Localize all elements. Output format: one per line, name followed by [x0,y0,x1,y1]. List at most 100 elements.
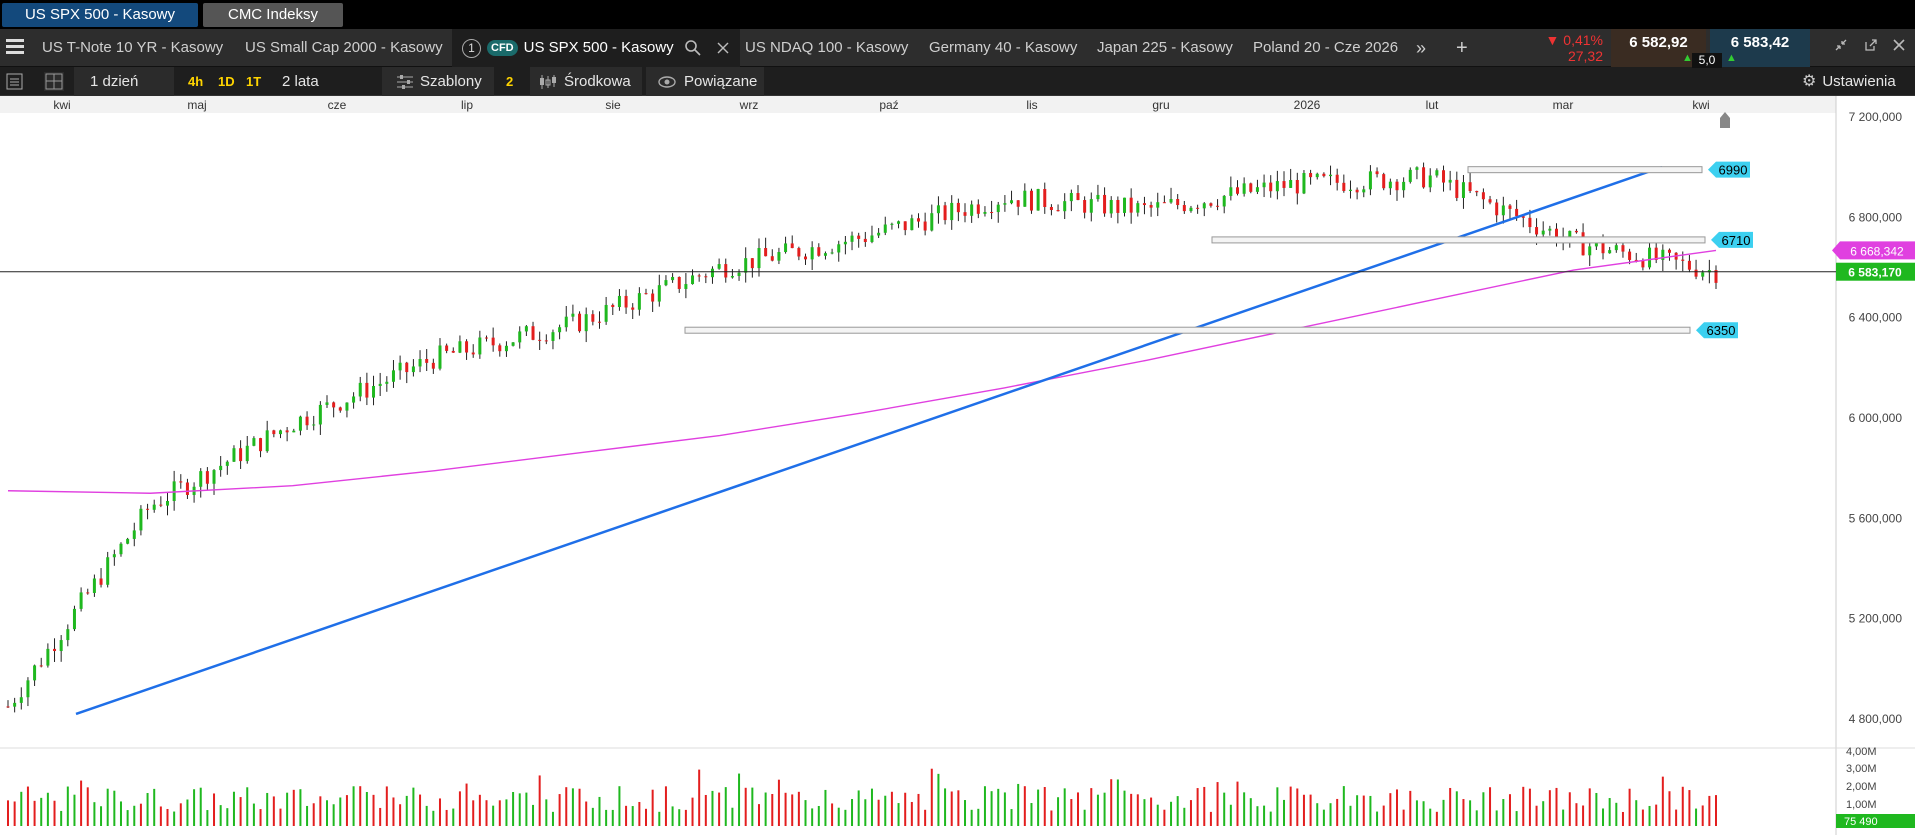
candle-body [950,202,954,221]
list-icon[interactable] [6,73,23,90]
quick-interval-4h[interactable]: 4h [188,74,204,89]
menu-icon[interactable] [6,39,24,57]
candle-body [990,211,994,213]
instrument-tab-smallcap[interactable]: US Small Cap 2000 - Kasowy [245,39,443,56]
volume-bar [1329,803,1332,826]
instrument-tab-germany[interactable]: Germany 40 - Kasowy [929,39,1078,56]
moving-average-line [7,249,1717,494]
candle-body [1295,179,1299,194]
instrument-tab-bar: US T-Note 10 YR - Kasowy US Small Cap 20… [0,29,1915,67]
y-tick-label: 6 400,000 [1849,311,1903,325]
candle-body [1255,187,1259,192]
candle-body [378,383,382,386]
candle-body [491,337,495,346]
instrument-tab-ndaq[interactable]: US NDAQ 100 - Kasowy [745,39,909,56]
instrument-tab-poland[interactable]: Poland 20 - Cze 2026 [1253,39,1399,56]
volume-bar [1376,811,1379,826]
candle-body [730,276,734,278]
volume-bar [538,775,541,826]
candle-body [465,341,469,353]
candle-body [39,665,43,667]
volume-bar [1508,794,1511,826]
candle-body [1076,193,1080,201]
volume-bar [804,800,807,826]
volume-bar [239,797,242,826]
volume-bar [379,807,382,826]
y-tick-label: 5 200,000 [1849,612,1903,626]
related-button[interactable]: Powiązane [646,67,764,96]
templates-button[interactable]: Szablony [382,67,494,96]
indicator-button[interactable]: Środkowa [530,67,642,96]
more-tabs-icon[interactable]: » [1416,38,1427,58]
instrument-tab-tnote[interactable]: US T-Note 10 YR - Kasowy [42,39,224,56]
volume-bar [791,794,794,826]
level-zone [684,326,1691,334]
candle-body [1468,182,1472,191]
volume-bar [1602,808,1605,826]
candle-body [843,241,847,245]
volume-bar [179,803,182,826]
quick-interval-1d[interactable]: 1D [218,74,235,89]
candle-body [132,530,136,539]
candle-body [704,276,708,278]
candle-body [1568,230,1572,239]
price-chart[interactable]: kwi maj cze lip sie wrz paź lis gru 2026 lut mar kwi… [0,96,1915,835]
candle-body [92,578,96,593]
candle-body [1348,189,1352,191]
x-tick-label: paź [879,98,898,112]
close-icon[interactable] [716,41,730,55]
add-tab-icon[interactable]: + [1456,37,1468,59]
candle-body [358,382,362,397]
volume-bar [40,797,43,826]
candle-body [265,430,269,452]
candle-body [1116,199,1120,213]
volume-bar [1469,800,1472,826]
candle-body [219,465,223,471]
tab-number: 1 [462,38,481,58]
candle-body [504,345,508,352]
popout-icon[interactable] [1864,38,1878,52]
range-dropdown[interactable]: 2 lata [282,73,319,90]
volume-bar [990,791,993,826]
layout-icon[interactable] [44,72,64,91]
workspace-tab-cmc-indices[interactable]: CMC Indeksy [203,3,343,27]
volume-bar [1655,804,1658,826]
candle-body [1415,167,1419,170]
workspace-tab-bar: US SPX 500 - Kasowy CMC Indeksy [0,0,1915,29]
volume-bar [1409,790,1412,826]
volume-bar [1681,786,1684,826]
settings-button[interactable]: ⚙ Ustawienia [1802,67,1896,96]
quick-interval-1t[interactable]: 1T [246,74,262,89]
volume-tick-label: 4,00M [1846,746,1877,758]
x-tick-label: kwi [53,98,70,112]
volume-bar [1449,787,1452,826]
volume-bar [698,769,701,826]
collapse-icon[interactable] [1834,38,1848,52]
candle-body [86,592,90,594]
volume-bar [512,792,515,826]
candle-body [272,430,276,435]
candle-body [511,342,515,346]
sell-price-button[interactable]: 6 582,92 [1611,29,1706,67]
close-window-icon[interactable] [1892,38,1906,52]
scroll-end-icon [1720,112,1730,128]
volume-bar [485,800,488,826]
instrument-tab-japan[interactable]: Japan 225 - Kasowy [1097,39,1233,56]
volume-bar [100,806,103,826]
instrument-tab-spx[interactable]: 1 CFD US SPX 500 - Kasowy [452,29,741,67]
volume-bar [232,791,235,826]
volume-bar [419,794,422,826]
volume-bar [206,810,209,826]
search-icon[interactable] [684,39,702,57]
volume-bar [1588,788,1591,826]
level-tag [1708,161,1750,178]
chart-area[interactable]: kwi maj cze lip sie wrz paź lis gru 2026 lut mar kwi… [0,96,1915,835]
candle-body [72,608,76,630]
candle-body [1342,182,1346,191]
interval-dropdown[interactable]: 1 dzień [74,67,174,96]
candle-body [1634,259,1638,261]
workspace-tab-spx[interactable]: US SPX 500 - Kasowy [2,3,198,27]
volume-bar [292,789,295,826]
volume-bar [578,788,581,826]
buy-price-button[interactable]: 6 583,42 [1710,29,1810,67]
